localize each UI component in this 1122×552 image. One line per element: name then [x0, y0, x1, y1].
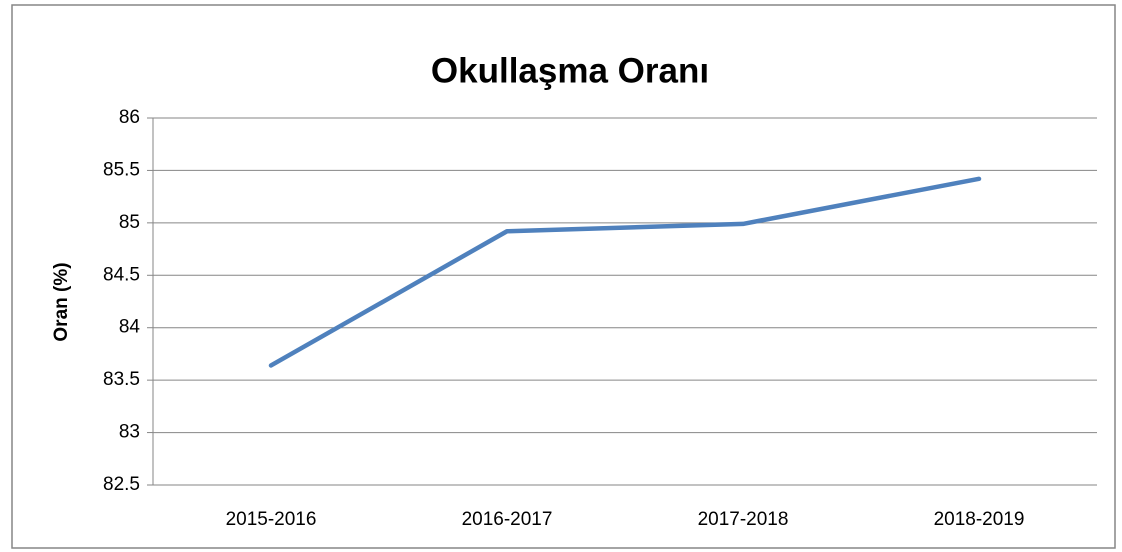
chart-border	[11, 4, 1116, 549]
chart-title: Okullaşma Oranı	[431, 51, 709, 90]
y-tick-label: 84.5	[103, 264, 140, 285]
y-axis-label: Oran (%)	[51, 262, 72, 341]
y-tick-label: 82.5	[103, 474, 140, 495]
x-tick-label: 2017-2018	[698, 509, 789, 530]
x-tick-label: 2016-2017	[462, 509, 553, 530]
y-tick-label: 85.5	[103, 159, 140, 180]
data-line	[268, 176, 982, 368]
y-tick-label: 85	[119, 212, 140, 233]
y-tick-label: 83	[119, 422, 140, 443]
x-tick-label: 2015-2016	[226, 509, 317, 530]
x-tick-label: 2018-2019	[934, 509, 1025, 530]
y-tick-label: 86	[119, 107, 140, 128]
y-tick-label: 84	[119, 317, 141, 338]
y-tick-label: 83.5	[103, 369, 140, 390]
